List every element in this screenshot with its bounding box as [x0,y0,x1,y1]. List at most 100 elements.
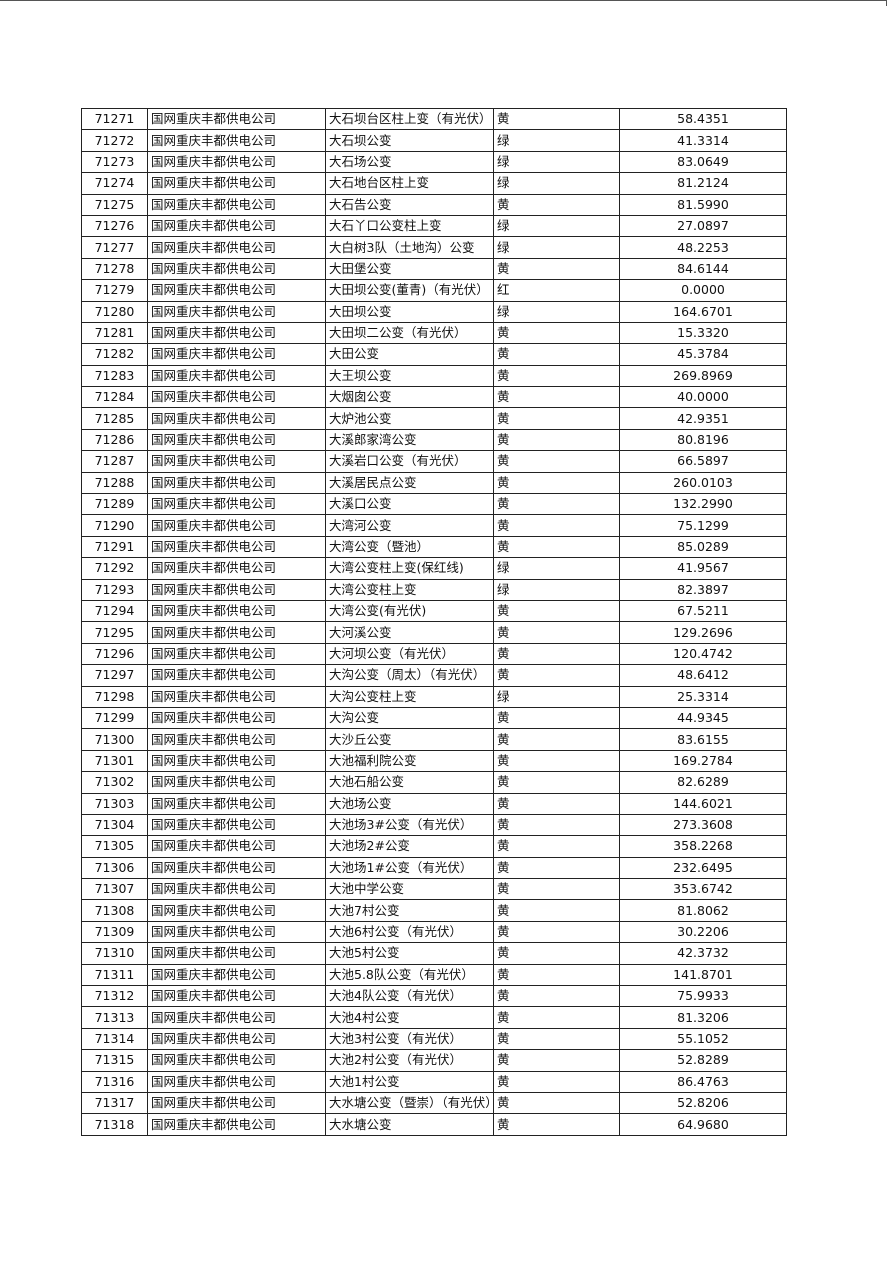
company-name-cell: 国网重庆丰都供电公司 [147,107,326,131]
table-row: 71281 国网重庆丰都供电公司 大田坝二公变（有光伏）黄 15.3320 [81,321,787,345]
company-name-cell: 国网重庆丰都供电公司 [147,599,326,623]
table-row: 71315 国网重庆丰都供电公司 大池2村公变（有光伏）黄 52.8289 [81,1049,787,1072]
row-id-cell: 71272 [81,129,148,152]
company-name-cell: 国网重庆丰都供电公司 [147,321,326,345]
status-color-cell: 黄 [493,386,620,409]
status-color-cell: 黄 [493,813,620,837]
table-row: 71296 国网重庆丰都供电公司 大河坝公变（有光伏）黄 120.4742 [81,642,787,666]
status-color-cell: 黄 [493,749,620,773]
table-row: 71303 国网重庆丰都供电公司 大池场公变黄 144.6021 [81,792,787,815]
table-row: 71304 国网重庆丰都供电公司 大池场3#公变（有光伏）黄 273.3608 [81,813,787,837]
status-color-cell: 黄 [493,792,620,815]
table-row: 71318 国网重庆丰都供电公司 大水塘公变黄 64.9680 [81,1113,787,1136]
value-cell: 25.3314 [619,685,787,708]
transformer-name-cell: 大石告公变 [325,193,494,216]
table-row: 71300 国网重庆丰都供电公司 大沙丘公变黄 83.6155 [81,728,787,751]
company-name-cell: 国网重庆丰都供电公司 [147,257,326,281]
value-cell: 52.8206 [619,1091,787,1115]
company-name-cell: 国网重庆丰都供电公司 [147,1027,326,1051]
company-name-cell: 国网重庆丰都供电公司 [147,1006,326,1029]
row-id-cell: 71308 [81,899,148,922]
company-name-cell: 国网重庆丰都供电公司 [147,236,326,259]
company-name-cell: 国网重庆丰都供电公司 [147,129,326,152]
table-row: 71272 国网重庆丰都供电公司 大石坝公变绿 41.3314 [81,129,787,152]
company-name-cell: 国网重庆丰都供电公司 [147,557,326,580]
table-row: 71313 国网重庆丰都供电公司 大池4村公变黄 81.3206 [81,1006,787,1029]
company-name-cell: 国网重庆丰都供电公司 [147,963,326,987]
table-row: 71280 国网重庆丰都供电公司 大田坝公变绿 164.6701 [81,300,787,323]
status-color-cell: 黄 [493,664,620,687]
status-color-cell: 黄 [493,493,620,516]
status-color-cell: 绿 [493,150,620,174]
row-id-cell: 71309 [81,920,148,944]
row-id-cell: 71301 [81,749,148,773]
company-name-cell: 国网重庆丰都供电公司 [147,193,326,216]
row-id-cell: 71314 [81,1027,148,1051]
value-cell: 27.0897 [619,214,787,238]
value-cell: 48.2253 [619,236,787,259]
status-color-cell: 绿 [493,172,620,195]
page-top-border-corner [886,0,887,6]
transformer-name-cell: 大沟公变 [325,706,494,730]
table-row: 71297 国网重庆丰都供电公司 大沟公变（周太）（有光伏）黄 48.6412 [81,664,787,687]
row-id-cell: 71297 [81,664,148,687]
status-color-cell: 黄 [493,856,620,880]
status-color-cell: 黄 [493,1091,620,1115]
company-name-cell: 国网重庆丰都供电公司 [147,214,326,238]
row-id-cell: 71306 [81,856,148,880]
company-name-cell: 国网重庆丰都供电公司 [147,1070,326,1093]
transformer-name-cell: 大田堡公变 [325,257,494,281]
row-id-cell: 71291 [81,535,148,559]
value-cell: 81.5990 [619,193,787,216]
table-row: 71307 国网重庆丰都供电公司 大池中学公变黄 353.6742 [81,878,787,901]
status-color-cell: 绿 [493,214,620,238]
value-cell: 269.8969 [619,364,787,388]
transformer-name-cell: 大池6村公变（有光伏） [325,920,494,944]
table-row: 71285 国网重庆丰都供电公司 大炉池公变黄 42.9351 [81,407,787,430]
company-name-cell: 国网重庆丰都供电公司 [147,493,326,516]
transformer-name-cell: 大池中学公变 [325,878,494,901]
table-row: 71302 国网重庆丰都供电公司 大池石船公变黄 82.6289 [81,771,787,794]
row-id-cell: 71312 [81,985,148,1008]
transformer-name-cell: 大白树3队（土地沟）公变 [325,236,494,259]
row-id-cell: 71294 [81,599,148,623]
transformer-name-cell: 大池5.8队公变（有光伏） [325,963,494,987]
status-color-cell: 黄 [493,428,620,452]
status-color-cell: 黄 [493,621,620,644]
value-cell: 120.4742 [619,642,787,666]
transformer-name-cell: 大池场公变 [325,792,494,815]
company-name-cell: 国网重庆丰都供电公司 [147,899,326,922]
row-id-cell: 71296 [81,642,148,666]
transformer-name-cell: 大湾公变(有光伏) [325,599,494,623]
company-name-cell: 国网重庆丰都供电公司 [147,150,326,174]
transformer-name-cell: 大石场公变 [325,150,494,174]
row-id-cell: 71277 [81,236,148,259]
row-id-cell: 71310 [81,942,148,965]
company-name-cell: 国网重庆丰都供电公司 [147,300,326,323]
status-color-cell: 黄 [493,878,620,901]
transformer-name-cell: 大沟公变柱上变 [325,685,494,708]
company-name-cell: 国网重庆丰都供电公司 [147,706,326,730]
value-cell: 132.2990 [619,493,787,516]
value-cell: 81.2124 [619,172,787,195]
company-name-cell: 国网重庆丰都供电公司 [147,172,326,195]
status-color-cell: 绿 [493,685,620,708]
status-color-cell: 黄 [493,899,620,922]
status-color-cell: 黄 [493,642,620,666]
table-row: 71284 国网重庆丰都供电公司 大烟囱公变黄 40.0000 [81,386,787,409]
value-cell: 260.0103 [619,471,787,495]
value-cell: 41.3314 [619,129,787,152]
transformer-name-cell: 大河坝公变（有光伏） [325,642,494,666]
status-color-cell: 黄 [493,835,620,858]
transformer-name-cell: 大溪居民点公变 [325,471,494,495]
status-color-cell: 绿 [493,129,620,152]
status-color-cell: 黄 [493,1070,620,1093]
value-cell: 81.3206 [619,1006,787,1029]
value-cell: 129.2696 [619,621,787,644]
table-row: 71299 国网重庆丰都供电公司 大沟公变黄 44.9345 [81,706,787,730]
company-name-cell: 国网重庆丰都供电公司 [147,407,326,430]
value-cell: 48.6412 [619,664,787,687]
row-id-cell: 71290 [81,514,148,537]
table-row: 71295 国网重庆丰都供电公司 大河溪公变黄 129.2696 [81,621,787,644]
value-cell: 82.6289 [619,771,787,794]
